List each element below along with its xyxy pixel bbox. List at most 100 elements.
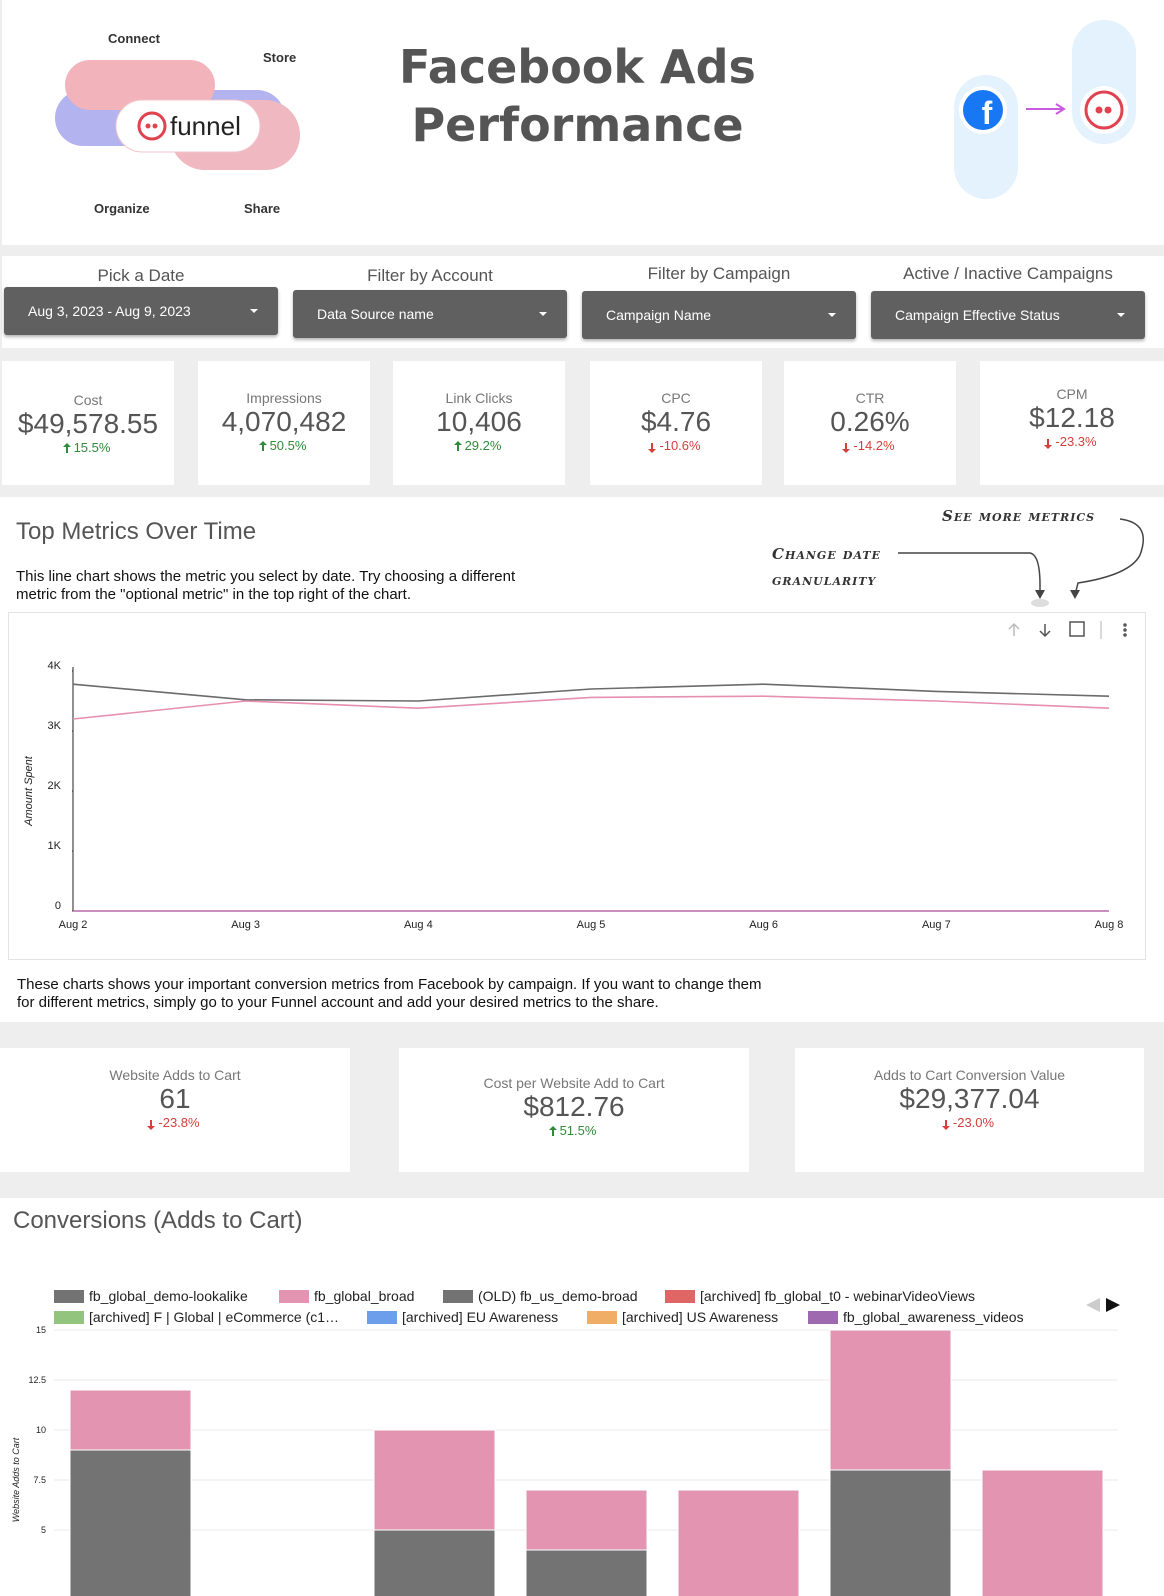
kpi-value: 10,406 [436,406,522,437]
kpi-label: CPC [661,390,691,406]
bar-segment [69,1449,192,1596]
y-tick-label: 12.5 [28,1375,46,1385]
kpi-card: Cost per Website Add to Cart $812.76 51.5% [399,1048,749,1172]
line-chart: 0 1K 2K 3K 4K Amount Spent Aug 2 Aug 3 Aug 4 Aug … [8,612,1146,960]
bar-segment [69,1389,192,1451]
kpi-value: 4,070,482 [221,406,347,437]
legend-label: [archived] EU Awareness [402,1309,558,1325]
filter-dropdown[interactable]: Campaign Effective Status [871,291,1145,339]
y-tick-label: 15 [36,1325,46,1335]
section-title: Top Metrics Over Time [16,518,257,545]
kpi-change-value: -10.6% [659,438,701,453]
filter-label: Active / Inactive Campaigns [903,264,1113,283]
kpi-label: Website Adds to Cart [109,1067,241,1083]
change-icon [941,1120,950,1130]
kpi-label: Impressions [246,390,322,406]
svg-text:f: f [982,95,993,131]
annotation-arrows [898,518,1144,607]
kpi-card: Impressions 4,070,482 50.5% [198,361,370,485]
x-tick-label: Aug 6 [749,919,778,931]
legend-label: [archived] US Awareness [622,1309,778,1325]
kpi-label: Link Clicks [445,390,513,406]
legend-swatch [808,1311,838,1324]
logo-label: Share [244,201,280,216]
filter-label: Pick a Date [97,266,185,285]
y-tick-label: 1K [48,840,62,852]
change-icon [258,441,267,451]
kpi-label: Cost per Website Add to Cart [483,1075,665,1091]
annotation: See more metrics [942,507,1096,525]
filter-dropdown[interactable]: Data Source name [293,290,567,338]
kpi-change-value: -23.0% [952,1115,995,1130]
kpi-label: CPM [1056,386,1088,402]
kpi-change-value: 51.5% [559,1123,597,1138]
legend-label: (OLD) fb_us_demo-broad [478,1288,638,1304]
bar-segment [981,1469,1104,1596]
filter-dropdown[interactable]: Aug 3, 2023 - Aug 9, 2023 [4,287,278,335]
kpi-value: $12.18 [1029,402,1115,433]
y-axis-label: Website Adds to Cart [11,1437,21,1522]
legend-swatch [587,1311,617,1324]
kpi-change: -23.3% [980,434,1164,449]
legend-label: fb_global_demo-lookalike [89,1288,248,1304]
legend-prev[interactable] [1086,1298,1100,1312]
legend-label: fb_global_broad [314,1288,414,1304]
line-series [72,683,1110,702]
kpi-change-value: 15.5% [73,440,111,455]
page-title: Facebook Ads Performance [399,40,756,152]
kpi-change: -23.8% [0,1115,350,1130]
line-series [72,695,1110,720]
legend-label: [archived] F | Global | eCommerce (c1… [89,1309,339,1325]
logo-brand: funnel [170,111,241,141]
legend-next[interactable] [1106,1298,1120,1312]
change-icon [453,441,462,451]
legend-swatch [279,1290,309,1303]
kpi-card: Cost $49,578.55 15.5% [2,361,174,485]
filter-dropdown[interactable]: Campaign Name [582,291,856,339]
kpi-change: 50.5% [198,438,370,453]
kpi-card: CTR 0.26% -14.2% [784,361,956,485]
y-tick-label: 7.5 [33,1475,46,1485]
bar-segment [373,1529,496,1596]
kpi-label: Cost [73,392,103,408]
change-icon [548,1126,557,1136]
kpi-value: 61 [159,1083,191,1114]
y-tick-label: 5 [41,1525,46,1535]
legend-label: fb_global_awareness_videos [843,1309,1024,1325]
integration-icon: f [954,20,1136,199]
filter-label: Filter by Account [367,266,493,285]
bar-segment [829,1469,952,1596]
filter-label: Filter by Campaign [647,264,791,283]
x-tick-label: Aug 7 [922,919,951,931]
kpi-card: Website Adds to Cart 61 -23.8% [0,1048,350,1172]
kpi-value: $812.76 [523,1091,625,1122]
chart-toolbar[interactable] [1008,621,1127,639]
kpi-label: Adds to Cart Conversion Value [873,1067,1066,1083]
kpi-value: $49,578.55 [17,408,159,439]
legend-swatch [367,1311,397,1324]
x-tick-label: Aug 3 [231,919,260,931]
kpi-value: $29,377.04 [899,1083,1040,1114]
bar-segment [829,1329,952,1471]
logo-label: Connect [108,31,161,46]
kpi-card: Adds to Cart Conversion Value $29,377.04-… [795,1048,1144,1172]
logo-label: Store [263,50,296,65]
y-tick-label: 10 [36,1425,46,1435]
legend-label: [archived] fb_global_t0 - webinarVideoVi… [700,1288,975,1304]
logo-label: Organize [94,201,150,216]
bar-segment [525,1549,648,1596]
kpi-change-value: -23.8% [158,1115,200,1130]
kpi-change: 51.5% [399,1123,749,1138]
chart-title: Conversions (Adds to Cart) [13,1207,303,1234]
kpi-value: $4.76 [640,406,712,437]
kpi-change: -23.0% [795,1115,1144,1130]
legend-swatch [54,1311,84,1324]
section-footnote: These charts shows your important conver… [17,976,762,1011]
legend-swatch [443,1290,473,1303]
change-icon [147,1120,156,1130]
x-tick-label: Aug 4 [404,919,433,931]
y-tick-label: 0 [55,900,61,912]
kpi-change-value: -23.3% [1055,434,1097,449]
section-description: This line chart shows the metric you sel… [16,568,516,603]
